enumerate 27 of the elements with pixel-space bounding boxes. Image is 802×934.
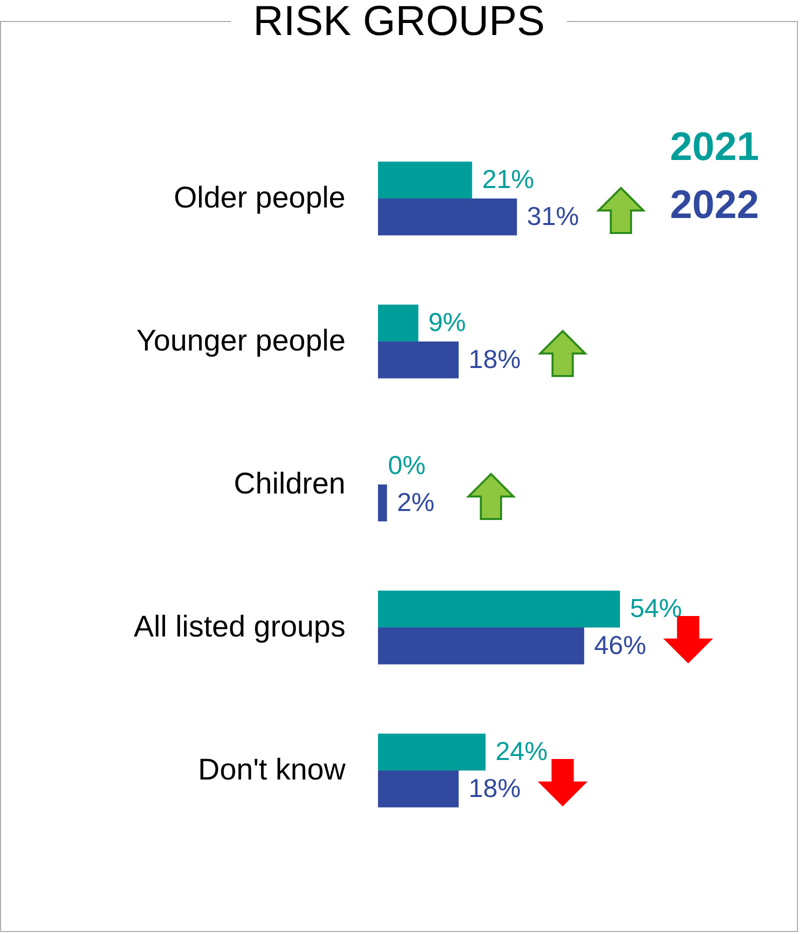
chart-title: RISK GROUPS (252, 0, 546, 44)
bar (378, 770, 459, 808)
data-label: 0% (388, 450, 426, 480)
bar (378, 734, 486, 770)
bar (378, 304, 418, 342)
y-tick-label: All listed groups (134, 610, 346, 644)
bar (378, 590, 620, 628)
data-label: 46% (594, 630, 646, 660)
bar (378, 484, 387, 522)
data-label: 2% (396, 486, 435, 517)
text: 2022 (670, 183, 759, 227)
data-label: 24% (496, 736, 548, 766)
data-label: 18% (468, 772, 521, 803)
text: 2021 (670, 125, 759, 169)
y-tick-label: Younger people (136, 324, 346, 358)
data-label: 54% (630, 593, 682, 624)
data-label: 18% (468, 344, 521, 374)
bar (378, 342, 459, 378)
bar (378, 162, 472, 198)
y-tick-label: Children (234, 468, 346, 500)
bar (378, 198, 517, 236)
data-label: 21% (482, 164, 534, 194)
y-tick-label: Older people (174, 182, 346, 214)
y-tick-label: Don't know (198, 754, 346, 786)
bar (378, 628, 584, 664)
data-label: 9% (428, 307, 466, 338)
data-label: 31% (526, 200, 579, 231)
